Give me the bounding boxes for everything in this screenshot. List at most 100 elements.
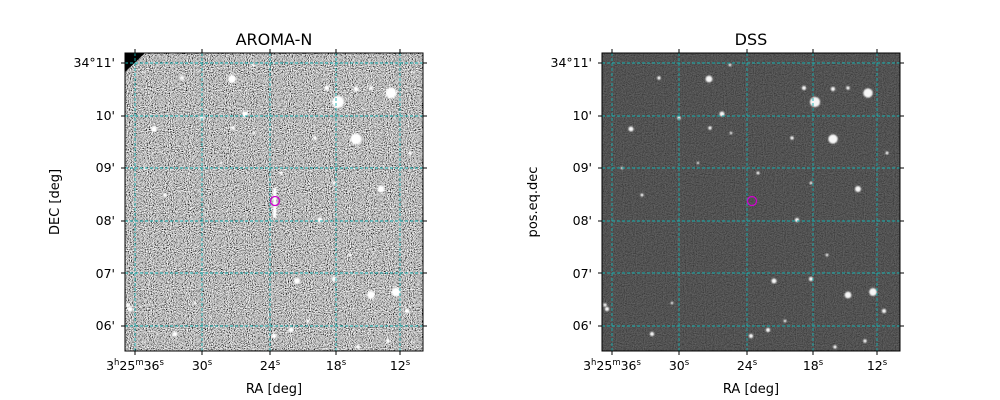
star <box>825 253 829 257</box>
star <box>828 134 838 144</box>
star <box>313 136 317 140</box>
star <box>765 327 771 333</box>
x-axis-label: RA [deg] <box>723 382 779 397</box>
star <box>705 75 713 83</box>
star <box>369 86 373 90</box>
star <box>794 217 800 223</box>
dec-tick-label: 34°11' <box>551 55 593 70</box>
dec-tick-label: 10' <box>573 108 592 123</box>
star <box>294 278 300 284</box>
star <box>628 126 634 132</box>
y-axis-label: DEC [deg] <box>48 169 63 235</box>
star <box>808 276 814 282</box>
star <box>708 126 712 130</box>
star <box>809 181 813 185</box>
dec-tick-label: 34°11' <box>74 55 116 70</box>
streak <box>273 188 277 218</box>
blank-corner <box>125 53 145 72</box>
star <box>324 85 330 91</box>
star <box>367 291 375 299</box>
star <box>306 319 310 323</box>
dec-tick-label: 09' <box>96 160 115 175</box>
star <box>353 86 359 92</box>
star <box>193 301 197 305</box>
star <box>385 87 397 99</box>
star <box>833 345 837 349</box>
star <box>332 181 336 185</box>
star <box>231 126 235 130</box>
star <box>783 319 787 323</box>
star <box>604 306 610 312</box>
tick-marks <box>598 49 904 355</box>
ra-tick-label: 18s <box>803 358 824 373</box>
star <box>670 301 674 305</box>
star <box>163 193 167 197</box>
panel-title: AROMA-N <box>236 30 313 49</box>
star <box>603 303 607 307</box>
star <box>855 186 861 192</box>
dec-tick-label: 06' <box>573 318 592 333</box>
star <box>172 331 178 337</box>
star <box>846 86 850 90</box>
star <box>771 278 777 284</box>
ra-tick-label: 3h25m36s <box>106 358 164 373</box>
ra-tick-label: 18s <box>326 358 347 373</box>
star <box>404 308 410 314</box>
star <box>649 331 655 337</box>
star <box>219 161 223 165</box>
dec-tick-label: 08' <box>573 213 592 228</box>
star <box>271 333 277 339</box>
dec-tick-label: 10' <box>96 108 115 123</box>
x-axis-label: RA [deg] <box>246 382 302 397</box>
star <box>863 88 873 98</box>
ra-tick-labels: 3h25m36s 30s 24s 18s 12s <box>583 358 888 373</box>
star <box>657 76 661 80</box>
axes-frame <box>124 52 424 352</box>
star <box>331 276 337 282</box>
dec-tick-labels: 34°11' 10' 09' 08' 07' 06' <box>551 55 593 333</box>
star <box>279 171 283 175</box>
star <box>180 76 184 80</box>
star <box>242 111 248 117</box>
star <box>252 131 256 135</box>
star <box>127 306 133 312</box>
star <box>728 63 732 67</box>
sky-image <box>125 53 423 351</box>
panel-title: DSS <box>735 30 768 49</box>
star <box>830 86 836 92</box>
star <box>729 131 733 135</box>
ra-tick-label: 24s <box>737 358 758 373</box>
star <box>748 333 754 339</box>
star <box>356 345 360 349</box>
dec-tick-label: 07' <box>96 266 115 281</box>
target-marker <box>746 195 758 207</box>
ra-tick-label: 3h25m36s <box>583 358 641 373</box>
star <box>408 151 412 155</box>
star-field <box>126 63 412 349</box>
star <box>756 171 760 175</box>
star <box>719 111 725 117</box>
dec-tick-labels: 34°11' 10' 09' 08' 07' 06' <box>74 55 116 333</box>
star <box>386 339 390 343</box>
star <box>348 253 352 257</box>
axes-frame <box>601 52 901 352</box>
star <box>251 63 255 67</box>
star <box>332 96 344 108</box>
ra-tick-label: 24s <box>260 358 281 373</box>
ra-tick-label: 12s <box>867 358 888 373</box>
star <box>809 96 821 108</box>
ra-tick-labels: 3h25m36s 30s 24s 18s 12s <box>106 358 411 373</box>
star <box>696 161 700 165</box>
dec-tick-label: 07' <box>573 266 592 281</box>
ra-tick-label: 12s <box>390 358 411 373</box>
star <box>869 288 877 296</box>
star <box>640 193 644 197</box>
star <box>881 308 887 314</box>
star <box>885 151 889 155</box>
star <box>863 339 867 343</box>
ra-tick-label: 30s <box>192 358 213 373</box>
target-marker <box>269 195 281 207</box>
dec-tick-label: 09' <box>573 160 592 175</box>
star <box>844 291 852 299</box>
star <box>391 287 401 297</box>
